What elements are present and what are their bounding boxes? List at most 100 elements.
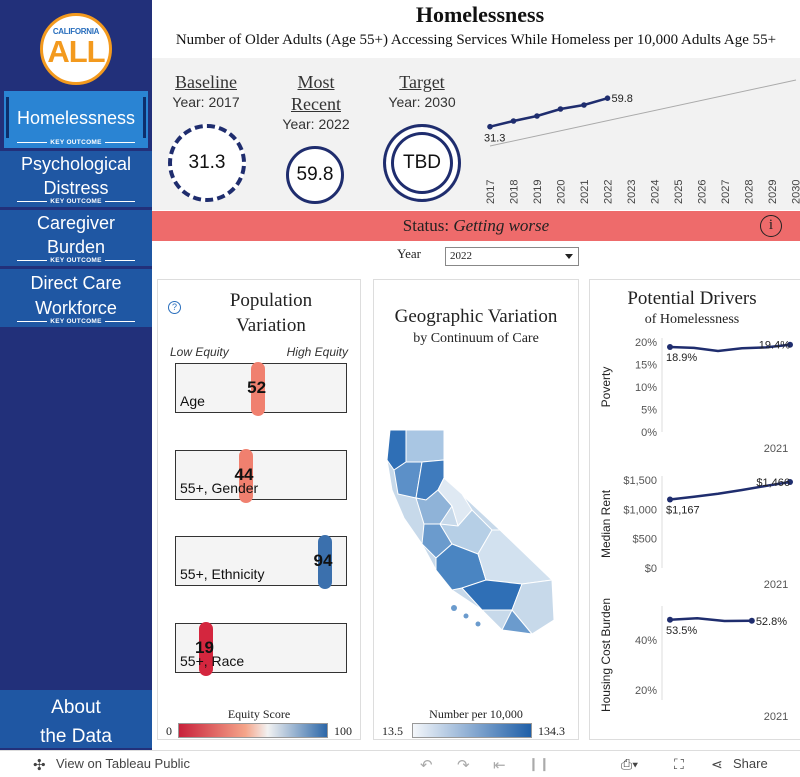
driver-y-label: Median Rent xyxy=(599,489,613,558)
trend-year-label: 2030 xyxy=(791,180,800,204)
sidebar-item-caregiver-burden[interactable]: Caregiver Burden KEY OUTCOME xyxy=(0,210,152,266)
trend-point[interactable] xyxy=(557,106,564,112)
logo-top-text: CALIFORNIA xyxy=(52,27,100,36)
driver-last-label: 52.8% xyxy=(756,616,787,628)
redo-icon[interactable]: ↷ xyxy=(457,757,470,774)
driver-series-line xyxy=(669,480,791,501)
equity-legend-title: Equity Score xyxy=(227,707,291,721)
trend-point[interactable] xyxy=(581,102,587,108)
sidebar-item-label: Caregiver xyxy=(36,213,116,233)
driver-point[interactable] xyxy=(667,343,673,350)
help-icon[interactable]: ? xyxy=(168,301,181,314)
map-region[interactable] xyxy=(477,529,554,585)
trend-point[interactable] xyxy=(534,113,540,119)
undo-icon[interactable]: ↶ xyxy=(420,757,433,774)
recent-heading-line2: Recent xyxy=(291,94,341,114)
share-button[interactable]: Share xyxy=(733,756,768,771)
info-icon[interactable]: i xyxy=(760,215,782,237)
sidebar: CALIFORNIA ALL Homelessness KEY OUTCOME … xyxy=(0,0,152,750)
sidebar-item-homelessness[interactable]: Homelessness KEY OUTCOME xyxy=(0,91,152,148)
map-region[interactable] xyxy=(501,609,534,635)
caret-down-icon xyxy=(565,254,573,259)
low-equity-label: Low Equity xyxy=(170,345,229,359)
year-dropdown[interactable]: 2022 xyxy=(445,247,579,266)
trend-year-label: 2025 xyxy=(673,180,685,204)
revert-icon[interactable]: ⇤ xyxy=(493,757,506,774)
recent-kpi: Most Recent Year: 2022 xyxy=(272,71,360,133)
population-title-line1: Population xyxy=(229,290,313,311)
share-icon[interactable]: ⋖ xyxy=(711,756,723,772)
sidebar-item-label: Workforce xyxy=(35,298,117,318)
view-on-tableau-link[interactable]: View on Tableau Public xyxy=(56,756,190,771)
trend-point[interactable] xyxy=(487,123,493,130)
driver-first-label: 53.5% xyxy=(666,625,697,637)
equity-row-label: 55+, Race xyxy=(180,653,245,669)
trend-year-label: 2020 xyxy=(556,180,568,204)
tableau-footer: ✣ View on Tableau Public ↶ ↷ ⇤ ❙❙ ⎙▾ ⛶ ⋖… xyxy=(0,750,800,777)
driver-tick-label: $1,000 xyxy=(623,504,657,516)
equity-score-marker[interactable] xyxy=(199,622,214,676)
driver-tick-label: 40% xyxy=(635,635,657,647)
status-bar: Status: Getting worse i xyxy=(152,211,800,241)
target-value: TBD xyxy=(403,152,441,173)
page-title: Homelessness xyxy=(415,2,545,27)
geo-subtitle: by Continuum of Care xyxy=(413,331,539,346)
island-region[interactable] xyxy=(463,613,469,619)
key-outcome-tag: KEY OUTCOME xyxy=(0,318,152,325)
equity-score-marker[interactable] xyxy=(238,449,253,503)
drivers-charts: Poverty 20% 15% 10% 5% 0% 2021 18.9% 19.4% Median… xyxy=(599,337,793,723)
map-region[interactable] xyxy=(511,579,555,635)
california-all-logo[interactable]: CALIFORNIA ALL xyxy=(40,13,112,85)
driver-point[interactable] xyxy=(667,496,673,503)
california-map[interactable] xyxy=(382,420,572,640)
equity-row-label: 55+, Ethnicity xyxy=(180,566,265,582)
driver-tick-label: 0% xyxy=(641,427,657,439)
equity-score-marker[interactable] xyxy=(251,362,266,416)
baseline-kpi: Baseline Year: 2017 xyxy=(160,71,252,111)
recent-year: Year: 2022 xyxy=(282,116,350,132)
equity-row-label: Age xyxy=(180,393,205,409)
trend-point[interactable] xyxy=(510,118,517,124)
sidebar-item-psychological-distress[interactable]: Psychological Distress KEY OUTCOME xyxy=(0,151,152,207)
baseline-value-circle: 31.3 xyxy=(168,124,246,202)
equity-row: 19 55+, Race xyxy=(175,622,347,676)
driver-first-label: $1,167 xyxy=(666,505,700,517)
population-title-line2: Variation xyxy=(236,315,306,336)
map-region[interactable] xyxy=(461,579,523,611)
equity-score-value: 94 xyxy=(313,551,333,570)
fullscreen-icon[interactable]: ⛶ xyxy=(674,756,684,772)
equity-row: 44 55+, Gender xyxy=(175,449,347,503)
recent-heading-line1: Most xyxy=(297,72,335,92)
trend-year-label: 2017 xyxy=(485,180,497,204)
driver-point[interactable] xyxy=(667,616,673,623)
year-selected: 2022 xyxy=(450,250,472,262)
download-icon[interactable]: ⎙▾ xyxy=(621,756,639,772)
key-outcome-tag: KEY OUTCOME xyxy=(0,257,152,264)
island-region[interactable] xyxy=(451,605,457,611)
key-outcome-tag: KEY OUTCOME xyxy=(0,198,152,205)
kpi-area: Baseline Year: 2017 31.3 Most Recent Yea… xyxy=(152,58,800,210)
sidebar-item-label: Homelessness xyxy=(16,108,136,128)
map-region[interactable] xyxy=(405,429,445,463)
driver-point[interactable] xyxy=(748,617,755,624)
trend-last-label: 59.8 xyxy=(612,93,633,105)
trend-first-label: 31.3 xyxy=(484,133,505,145)
about-the-data-button[interactable]: About the Data xyxy=(0,690,152,748)
trend-year-label: 2029 xyxy=(767,180,779,204)
trend-year-label: 2024 xyxy=(650,180,662,204)
pause-icon[interactable]: ❙❙ xyxy=(528,756,550,771)
island-region[interactable] xyxy=(475,621,481,627)
trend-point[interactable] xyxy=(604,95,611,101)
driver-point[interactable] xyxy=(787,478,793,485)
driver-point[interactable] xyxy=(787,341,793,348)
driver-tick-label: 20% xyxy=(635,337,657,349)
equity-row-label: 55+, Gender xyxy=(180,480,259,496)
recent-value: 59.8 xyxy=(296,164,334,185)
trend-year-label: 2019 xyxy=(532,180,544,204)
equity-legend-bar xyxy=(178,723,328,738)
key-outcome-tag: KEY OUTCOME xyxy=(4,139,148,146)
equity-score-marker[interactable] xyxy=(317,535,332,589)
sidebar-item-label: Distress xyxy=(43,178,109,198)
about-label: About xyxy=(51,697,101,718)
sidebar-item-direct-care-workforce[interactable]: Direct Care Workforce KEY OUTCOME xyxy=(0,269,152,327)
